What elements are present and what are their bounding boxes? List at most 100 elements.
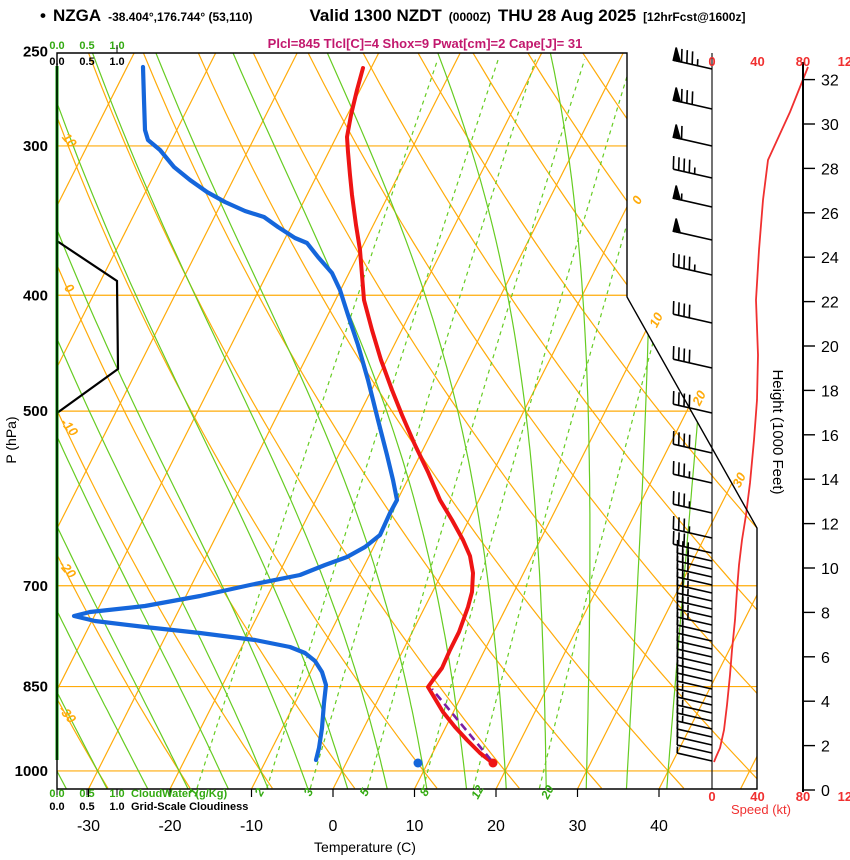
- mixing-ratio-label: 5: [357, 786, 373, 799]
- plot-border: [56, 52, 758, 790]
- cloudwater-scale-top: 0.5: [79, 40, 94, 52]
- height-tick-label: 0: [821, 783, 830, 800]
- dry-adiabat-line: [197, 53, 685, 789]
- temperature-tick-label: -20: [158, 818, 181, 835]
- dry-adiabat-line: [57, 53, 356, 789]
- station-id: NZGA: [52, 6, 102, 25]
- valid-time: Valid 1300 NZDT: [309, 6, 442, 25]
- pressure-tick-label: 250: [23, 43, 48, 60]
- mixing-ratio-line: [309, 59, 537, 789]
- dewpoint-curve: [71, 64, 400, 763]
- height-tick-label: 2: [821, 739, 830, 756]
- wind-speed-profile: [713, 66, 809, 763]
- height-tick-label: 28: [821, 161, 839, 178]
- valid-zulu: (0000Z): [448, 10, 491, 24]
- isotherm-line: [576, 53, 757, 789]
- mixing-ratio-line: [422, 59, 633, 789]
- skewt-grid: [57, 53, 757, 789]
- wind-barb: [672, 124, 713, 147]
- valid-date: THU 28 Aug 2025: [497, 6, 637, 25]
- height-tick-label: 14: [821, 472, 839, 489]
- isotherm-line: [495, 53, 757, 789]
- isotherm-line: [57, 53, 217, 789]
- moist-adiabat-line: [57, 53, 349, 789]
- moist-adiabat-line: [57, 53, 310, 789]
- speed-tick-label-top: 120: [838, 54, 850, 69]
- temperature-tick-label: 30: [569, 818, 587, 835]
- moist-adiabat-line: [625, 53, 651, 789]
- dry-adiabat-line: [57, 53, 438, 789]
- moist-adiabat-line: [57, 53, 190, 789]
- moist-adiabat-line: [436, 53, 547, 789]
- dry-adiabat-label: -30: [56, 702, 80, 727]
- dry-adiabat-line: [526, 53, 757, 789]
- temperature-tick-label: -30: [77, 818, 100, 835]
- speed-tick-label-top: 80: [796, 54, 810, 69]
- cloudiness-scale-bottom: 1.0: [109, 801, 124, 813]
- cloudiness-scale-bottom: 0.0: [49, 801, 64, 813]
- height-tick-label: 24: [821, 250, 839, 267]
- mixing-ratio-label: 3: [301, 786, 317, 799]
- pressure-tick-label: 400: [23, 287, 48, 304]
- pressure-tick-label: 850: [23, 679, 48, 696]
- cloudiness-scale-bottom: 0.5: [79, 801, 94, 813]
- dry-adiabat-line: [471, 53, 757, 789]
- speed-tick-label-top: 0: [708, 54, 715, 69]
- speed-tick-label-top: 40: [750, 54, 764, 69]
- temperature-axis-label: Temperature (C): [314, 839, 416, 855]
- temperature-curve: [345, 66, 495, 765]
- height-tick-label: 6: [821, 650, 830, 667]
- height-tick-label: 20: [821, 339, 839, 356]
- wind-barbs: [672, 47, 713, 762]
- wind-barb: [672, 301, 713, 324]
- wind-barb: [672, 491, 713, 514]
- cloudiness-scale-top: 0.5: [79, 56, 94, 68]
- dry-adiabat-line: [306, 53, 757, 789]
- isotherm-line: [658, 53, 757, 789]
- isotherm-line: [57, 53, 135, 789]
- isotherm-line: [332, 53, 706, 789]
- wind-barb: [672, 47, 713, 70]
- wind-barb: [672, 431, 713, 454]
- height-tick-label: 30: [821, 117, 839, 134]
- speed-tick-label-bottom: 0: [708, 789, 715, 804]
- surface-temperature-dot: [488, 758, 498, 768]
- temperature-tick-label: 0: [329, 818, 338, 835]
- height-axis-label: Height (1000 Feet): [769, 369, 786, 494]
- pressure-tick-label: 700: [23, 578, 48, 595]
- wind-barb: [672, 185, 713, 208]
- temperature-tick-label: 20: [487, 818, 505, 835]
- moist-adiabat-line: [57, 53, 150, 789]
- moist-adiabat-line: [326, 53, 507, 789]
- wind-barb: [676, 731, 713, 754]
- wind-barb: [672, 516, 713, 539]
- dry-adiabat-line: [142, 53, 603, 789]
- isotherm-line: [57, 53, 298, 789]
- moist-adiabat-line: [91, 53, 389, 789]
- wind-barb: [672, 461, 713, 484]
- station-coords: -38.404°,176.744° (53,110): [108, 10, 253, 24]
- mixing-ratio-label: 20: [538, 783, 557, 803]
- mixing-ratio-line: [367, 59, 586, 789]
- height-tick-label: 10: [821, 561, 839, 578]
- mixing-ratio-line: [472, 59, 676, 789]
- cloudiness-scale-top: 0.0: [49, 56, 64, 68]
- mixing-ratio-line: [196, 59, 439, 789]
- wind-barb: [672, 253, 713, 276]
- height-tick-label: 18: [821, 383, 839, 400]
- pressure-tick-label: 300: [23, 138, 48, 155]
- mixing-ratio-label: 12: [468, 783, 487, 802]
- dry-adiabat-line: [87, 53, 520, 789]
- mixing-ratio-label: 2: [251, 786, 267, 800]
- wind-barb: [672, 218, 713, 241]
- isotherm-label: 30: [729, 469, 749, 489]
- speed-tick-label-bottom: 80: [796, 789, 810, 804]
- wind-barb: [676, 746, 713, 762]
- pressure-tick-label: 1000: [15, 763, 48, 780]
- cloudwater-axis-label: CloudWater (g/Kg): [131, 788, 227, 800]
- surface-dewpoint-dot: [413, 758, 423, 768]
- height-tick-label: 8: [821, 605, 830, 622]
- moist-adiabat-line: [549, 53, 591, 789]
- moist-adiabat-line: [57, 53, 230, 789]
